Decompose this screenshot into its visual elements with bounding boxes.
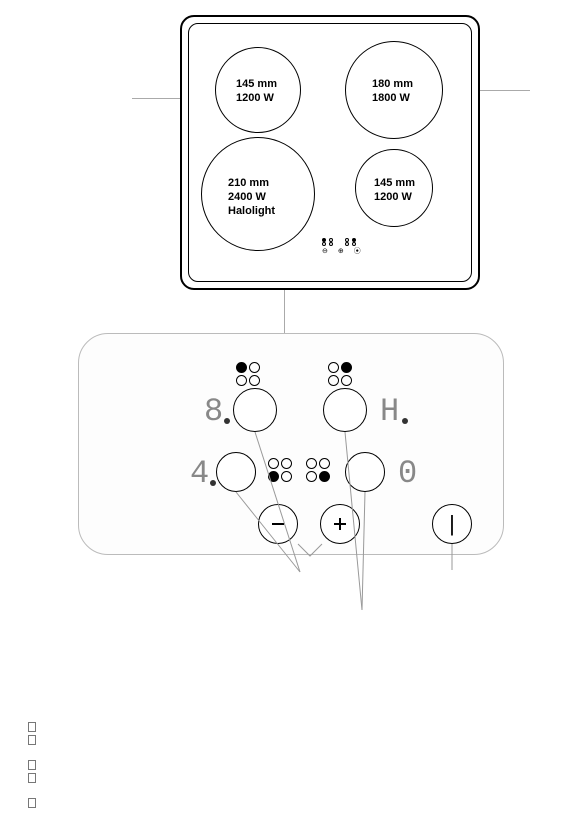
footnote-box-3 [28, 760, 36, 770]
sensor-rear-right[interactable] [323, 388, 367, 432]
display-front-left-dot [210, 480, 216, 486]
display-rear-right: H [380, 396, 399, 428]
display-rear-left: 8 [204, 396, 223, 428]
footnote-box-5 [28, 798, 36, 808]
indicator-dots-rear-right [328, 362, 356, 386]
minus-button[interactable] [258, 504, 298, 544]
display-front-left: 4 [190, 458, 209, 490]
indicator-dots-front-left [268, 458, 296, 482]
power-button[interactable]: | [432, 504, 472, 544]
zone-rear-left-label: 145 mm 1200 W [236, 78, 277, 106]
zone-front-right-label: 145 mm 1200 W [374, 177, 415, 205]
callout-line-left [132, 98, 180, 99]
sensor-front-left[interactable] [216, 452, 256, 492]
indicator-dots-rear-left [236, 362, 264, 386]
plus-button[interactable] [320, 504, 360, 544]
footnote-box-4 [28, 773, 36, 783]
power-icon: | [449, 511, 455, 537]
display-front-right: 0 [398, 458, 417, 490]
indicator-dots-front-right [306, 458, 334, 482]
callout-line-right [480, 90, 530, 91]
zone-front-left-label: 210 mm 2400 W Halolight [228, 177, 275, 218]
hob-mini-control-icons: ⊖⊕⦿ [322, 238, 361, 256]
callout-line-bottom [284, 290, 285, 333]
footnote-box-1 [28, 722, 36, 732]
zone-rear-right-label: 180 mm 1800 W [372, 78, 413, 106]
sensor-front-right[interactable] [345, 452, 385, 492]
sensor-rear-left[interactable] [233, 388, 277, 432]
display-rear-left-dot [224, 418, 230, 424]
footnote-box-2 [28, 735, 36, 745]
display-rear-right-dot [402, 418, 408, 424]
